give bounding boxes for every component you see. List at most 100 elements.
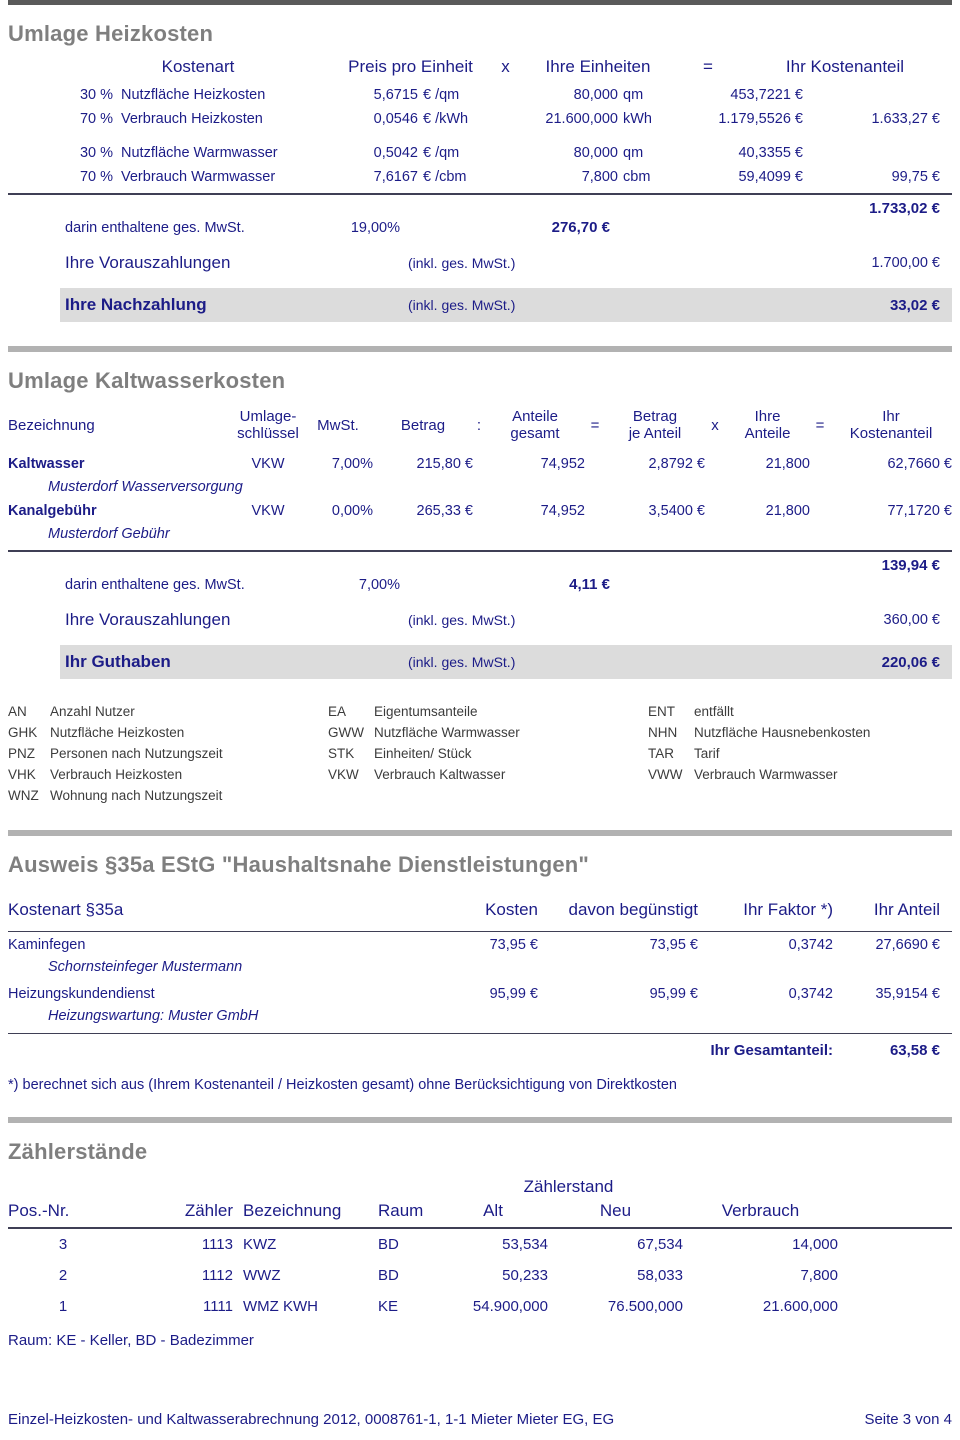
- cell-betrag-je-anteil: 2,8792 €: [648, 456, 705, 472]
- header-kosten: Kosten: [485, 900, 538, 919]
- cell-davon-beguenstigt: 95,99 €: [649, 986, 698, 1002]
- legend-label: Nutzfläche Warmwasser: [374, 725, 520, 740]
- legend-label: Nutzfläche Hausnebenkosten: [694, 725, 871, 740]
- legend-label: Verbrauch Warmwasser: [694, 767, 838, 782]
- cell-raum: BD: [378, 1236, 399, 1253]
- zaehler-row: 1 1111 WMZ KWH KE 54.900,000 76.500,000 …: [8, 1291, 952, 1322]
- ausweis-total-rule: [8, 1033, 952, 1034]
- cell-einheiten-einheit: qm: [623, 87, 644, 103]
- mwst-label: darin enthaltene ges. MwSt.: [65, 576, 245, 593]
- header-anteile-gesamt: Anteile gesamt: [510, 408, 560, 442]
- cell-gruppensumme: 99,75 €: [891, 169, 940, 185]
- cell-kostenart-35a: Heizungskundendienst: [8, 986, 155, 1002]
- mwst-note: (inkl. ges. MwSt.): [408, 654, 516, 670]
- cell-kostenanteil: 1.179,5526 €: [718, 111, 803, 127]
- legend-entry: EA Eigentumsanteile: [328, 701, 648, 722]
- cell-zaehler-nr: 1113: [201, 1236, 233, 1253]
- kaltwasser-row-lieferant: Musterdorf Wasserversorgung: [48, 479, 243, 495]
- mwst-label: darin enthaltene ges. MwSt.: [65, 219, 245, 236]
- cell-alt: 53,534: [502, 1236, 548, 1253]
- legend-entry: TAR Tarif: [648, 743, 952, 764]
- cell-kostenart: Nutzfläche Heizkosten: [121, 87, 266, 103]
- cell-kostenart: Verbrauch Warmwasser: [121, 169, 276, 185]
- cell-zaehler-nr: 1112: [201, 1267, 233, 1284]
- cell-davon-beguenstigt: 73,95 €: [649, 937, 698, 953]
- cell-ihr-anteil: 27,6690 €: [875, 937, 940, 953]
- legend-label: Wohnung nach Nutzungszeit: [50, 788, 223, 803]
- header-zaehlerstand-group: Zählerstand: [523, 1177, 614, 1196]
- legend-entry: VWW Verbrauch Warmwasser: [648, 764, 952, 785]
- heizkosten-row: 30 % Nutzfläche Warmwasser 0,5042 € /qm …: [8, 141, 952, 165]
- kaltwasser-header-row: Bezeichnung Umlage- schlüssel MwSt. Betr…: [8, 408, 952, 452]
- equals-symbol: =: [703, 57, 713, 76]
- cell-neu: 58,033: [637, 1267, 683, 1284]
- header-preis-pro-einheit: Preis pro Einheit: [348, 57, 473, 76]
- section-separator-bar: [8, 1117, 952, 1123]
- cell-bezeichnung: KWZ: [243, 1236, 277, 1253]
- legend-abbr: NHN: [648, 725, 678, 740]
- vorauszahlungen-label: Ihre Vorauszahlungen: [65, 253, 231, 272]
- header-zaehler: Zähler: [184, 1201, 233, 1220]
- zaehlerstaende-title: Zählerstände: [8, 1139, 148, 1164]
- legend-entry: NHN Nutzfläche Hausnebenkosten: [648, 722, 952, 743]
- cell-umlageschluessel: VKW: [251, 503, 285, 519]
- cell-zaehler-nr: 1111: [202, 1298, 233, 1315]
- cell-einheiten: 80,000: [573, 87, 618, 103]
- cell-einheiten: 21.600,000: [545, 111, 618, 127]
- ausweis-header-rule: [8, 931, 952, 932]
- kaltwasser-guthaben-row: Ihr Guthaben (inkl. ges. MwSt.) 220,06 €: [60, 645, 952, 679]
- cell-pos-nr: 1: [58, 1298, 68, 1315]
- multiply-symbol: x: [711, 416, 719, 434]
- legend-label: Einheiten/ Stück: [374, 746, 472, 761]
- cell-ihr-kostenanteil: 62,7660 €: [887, 456, 952, 472]
- cell-preis: 5,6715: [373, 87, 418, 103]
- cell-ihre-anteile: 21,800: [765, 503, 810, 519]
- ausweis-footnote: *) berechnet sich aus (Ihrem Kostenantei…: [8, 1077, 677, 1093]
- legend-abbr: ENT: [648, 704, 675, 719]
- heizkosten-row: 70 % Verbrauch Warmwasser 7,6167 € /cbm …: [8, 165, 952, 189]
- equals-symbol: =: [815, 416, 825, 434]
- cell-gruppensumme: [803, 145, 952, 161]
- legend-abbr: VKW: [328, 767, 359, 782]
- zaehler-header-row: Pos.-Nr. Zähler Bezeichnung Raum Alt Neu…: [8, 1197, 952, 1227]
- mwst-amount: 4,11 €: [569, 576, 610, 593]
- cell-anteile-gesamt: 74,952: [540, 503, 585, 519]
- cell-anteile-gesamt: 74,952: [540, 456, 585, 472]
- gesamtanteil-value: 63,58 €: [889, 1042, 940, 1059]
- ausweis-row-dienstleister: Schornsteinfeger Mustermann: [48, 959, 243, 975]
- cell-einheiten-einheit: qm: [623, 145, 644, 161]
- kaltwasser-row: Kanalgebühr VKW 0,00% 265,33 € 74,952 3,…: [8, 499, 952, 523]
- cell-alt: 50,233: [502, 1267, 548, 1284]
- cell-einheiten-einheit: kWh: [623, 111, 652, 127]
- header-verbrauch: Verbrauch: [721, 1201, 800, 1220]
- cell-alt: 54.900,000: [472, 1298, 548, 1315]
- legend-abbr: PNZ: [8, 746, 35, 761]
- heizkosten-nachzahlung-row: Ihre Nachzahlung (inkl. ges. MwSt.) 33,0…: [60, 288, 952, 322]
- header-neu: Neu: [599, 1201, 632, 1220]
- heizkosten-sum-total: 1.733,02 €: [869, 200, 940, 217]
- heizkosten-vorauszahlungen-row: Ihre Vorauszahlungen (inkl. ges. MwSt.) …: [60, 248, 952, 278]
- legend-abbr: EA: [328, 704, 347, 719]
- divide-symbol: :: [476, 416, 482, 434]
- header-raum: Raum: [378, 1201, 424, 1220]
- cell-einheiten: 7,800: [581, 169, 618, 185]
- legend-label: Verbrauch Heizkosten: [50, 767, 183, 782]
- legend-abbr: VWW: [648, 767, 683, 782]
- cell-pct: 30 %: [79, 145, 113, 161]
- mwst-rate: 7,00%: [358, 576, 400, 593]
- raum-legend-note: Raum: KE - Keller, BD - Badezimmer: [8, 1332, 254, 1349]
- kaltwasser-title: Umlage Kaltwasserkosten: [8, 368, 286, 393]
- cell-pos-nr: 3: [58, 1236, 68, 1253]
- header-bezeichnung: Bezeichnung: [243, 1201, 342, 1220]
- legend-label: Eigentumsanteile: [374, 704, 478, 719]
- legend-abbr: GHK: [8, 725, 38, 740]
- cell-preis: 7,6167: [373, 169, 418, 185]
- cell-preis-einheit: € /kWh: [423, 111, 469, 127]
- cell-pos-nr: 2: [58, 1267, 68, 1284]
- cell-betrag: 265,33 €: [416, 503, 473, 519]
- kaltwasser-sum-total: 139,94 €: [881, 557, 940, 574]
- header-bezeichnung: Bezeichnung: [8, 416, 95, 434]
- cell-kostenanteil: 59,4099 €: [738, 169, 803, 185]
- header-ihre-einheiten: Ihre Einheiten: [545, 57, 651, 76]
- ausweis-title: Ausweis §35a EStG "Haushaltsnahe Dienstl…: [8, 852, 590, 877]
